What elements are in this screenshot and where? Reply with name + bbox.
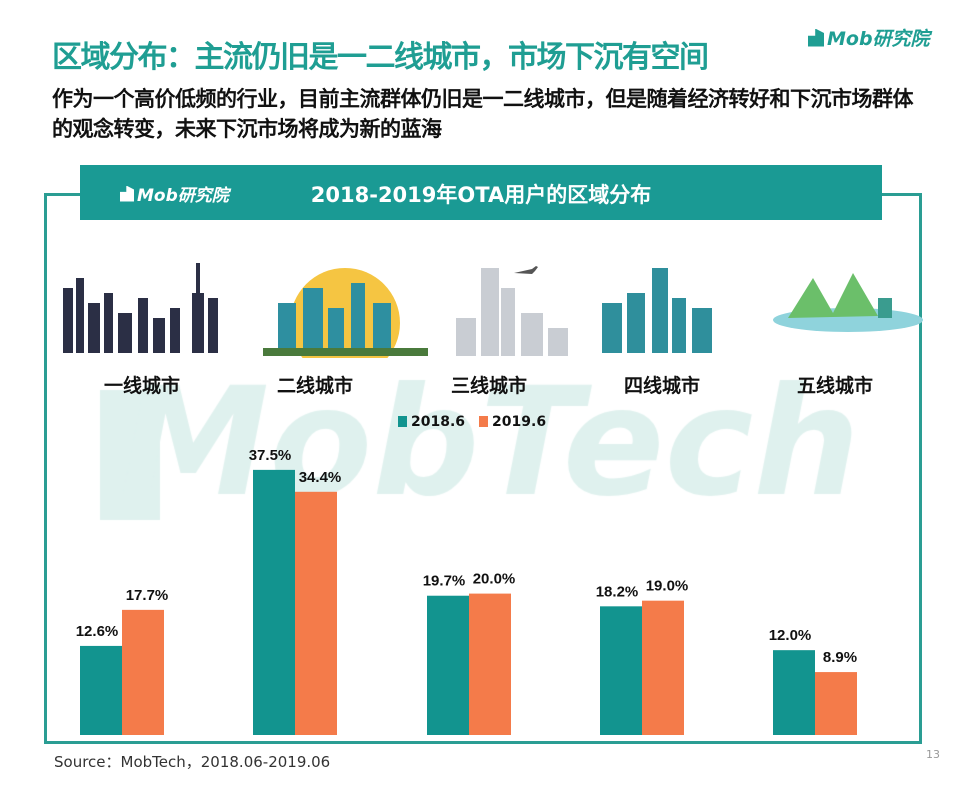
category-label: 一线城市 — [103, 375, 180, 397]
legend-item-2018: 2018.6 — [398, 414, 465, 430]
watermark — [80, 370, 880, 540]
panel-logo: Mob研究院 — [120, 181, 229, 206]
source-note: Source：MobTech，2018.06-2019.06 — [54, 753, 331, 771]
panel-logo-text: Mob研究院 — [137, 186, 229, 206]
bar-2018.6-四线城市 — [600, 606, 642, 735]
category-label: 五线城市 — [796, 375, 873, 397]
bar-2018.6-三线城市 — [427, 595, 469, 735]
data-label: 19.7% — [423, 573, 466, 590]
chart-frame — [44, 193, 922, 744]
legend-item-2019: 2019.6 — [479, 414, 546, 430]
data-label: 37.5% — [249, 447, 292, 464]
data-label: 12.0% — [769, 627, 812, 644]
tier2-city-image — [263, 268, 428, 358]
data-label: 20.0% — [473, 571, 516, 588]
data-label: 18.2% — [596, 583, 639, 600]
subtitle: 作为一个高价低频的行业，目前主流群体仍旧是一二线城市，但是随着经济转好和下沉市场… — [52, 87, 914, 141]
data-label: 17.7% — [126, 587, 169, 604]
category-label: 三线城市 — [450, 375, 527, 397]
page-number: 13 — [926, 748, 940, 761]
category-label: 四线城市 — [623, 375, 700, 397]
airplane-icon — [514, 266, 538, 274]
legend-swatch — [479, 416, 489, 427]
legend: 2018.6 2019.6 — [398, 414, 546, 430]
bar-2019.6-一线城市 — [122, 609, 164, 735]
chart-title: 2018-2019年OTA用户的区域分布 — [310, 183, 652, 207]
tier5-landscape-image — [773, 273, 923, 332]
mob-logo: Mob研究院 — [808, 24, 930, 51]
bar-2018.6-五线城市 — [773, 650, 815, 735]
frame-edge — [44, 193, 84, 196]
bar-2018.6-一线城市 — [80, 645, 122, 735]
legend-swatch — [398, 416, 407, 427]
legend-label: 2019.6 — [492, 414, 547, 430]
category-label: 二线城市 — [276, 375, 353, 397]
legend-label: 2018.6 — [411, 414, 466, 430]
bar-2019.6-二线城市 — [295, 491, 337, 735]
tier1-skyline-image — [63, 263, 218, 353]
frame-edge — [878, 193, 919, 196]
tier4-city-image — [602, 268, 712, 353]
page-title: 区域分布：主流仍旧是一二线城市，市场下沉有空间 — [52, 40, 709, 75]
data-label: 12.6% — [76, 623, 119, 640]
data-label: 19.0% — [646, 578, 689, 595]
data-label: 8.9% — [823, 649, 857, 666]
bar-2019.6-三线城市 — [469, 593, 511, 735]
logo-text: Mob研究院 — [827, 28, 930, 50]
data-label: 34.4% — [299, 469, 342, 486]
bar-2019.6-五线城市 — [815, 672, 857, 735]
chart-header: Mob研究院 2018-2019年OTA用户的区域分布 — [80, 165, 882, 220]
bar-2019.6-四线城市 — [642, 600, 684, 735]
bar-2018.6-二线城市 — [253, 469, 295, 735]
tier3-city-image — [456, 266, 568, 356]
